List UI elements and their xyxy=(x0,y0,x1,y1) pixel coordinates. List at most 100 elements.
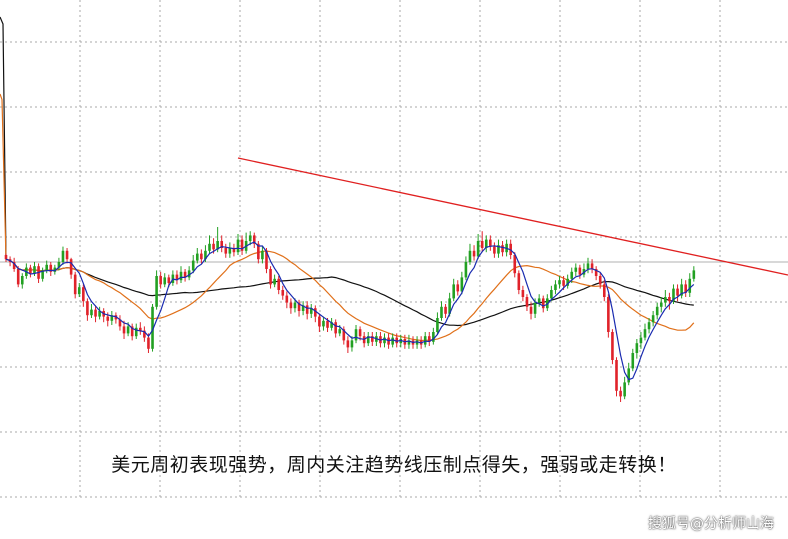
candle-body xyxy=(456,284,460,292)
candle-body xyxy=(594,269,598,276)
candle-body xyxy=(175,274,179,281)
candle-body xyxy=(602,284,606,297)
candle-body xyxy=(147,337,150,349)
candle-body xyxy=(647,322,651,330)
candle-body xyxy=(208,243,211,251)
candle-body xyxy=(179,271,183,281)
candle-body xyxy=(468,250,472,262)
candle-body xyxy=(45,264,48,271)
candle-body xyxy=(554,284,557,290)
candle-body xyxy=(220,241,224,248)
candle-body xyxy=(73,274,77,295)
moving-average-long xyxy=(0,16,694,327)
candle-body xyxy=(118,319,122,327)
candle-body xyxy=(86,301,89,316)
candle-body xyxy=(261,250,264,260)
candle-body xyxy=(322,320,325,327)
candle-body xyxy=(391,337,394,345)
candle-body xyxy=(305,305,309,314)
candle-body xyxy=(155,276,158,307)
ma-mid-line xyxy=(0,93,695,342)
candle-body xyxy=(668,297,671,302)
candle-body xyxy=(578,267,582,275)
candle-body xyxy=(183,271,187,278)
candle-body xyxy=(53,267,57,272)
candle-body xyxy=(440,306,443,318)
candle-body xyxy=(252,235,256,244)
candle-body xyxy=(110,315,114,321)
candle-body xyxy=(293,302,297,309)
ma-short-line xyxy=(5,241,695,381)
candle-body xyxy=(41,270,44,279)
candle-body xyxy=(265,250,268,269)
candle-body xyxy=(65,250,69,260)
chart-caption: 美元周初表现强势，周内关注趋势线压制点得失，强弱或走转换！ xyxy=(111,454,677,476)
candle-body xyxy=(126,326,130,334)
candle-body xyxy=(20,276,24,285)
candle-body xyxy=(61,250,65,262)
candle-body xyxy=(326,320,329,328)
candle-body xyxy=(257,243,260,260)
candle-body xyxy=(639,337,643,344)
candle-body xyxy=(143,330,146,338)
candle-body xyxy=(501,245,504,253)
candle-body xyxy=(281,290,285,296)
candle-body xyxy=(489,239,492,247)
candle-body xyxy=(521,290,525,297)
grid xyxy=(0,0,788,498)
candle-body xyxy=(566,278,569,286)
candle-body xyxy=(643,329,647,338)
candle-body xyxy=(309,308,313,314)
candle-body xyxy=(204,250,207,260)
candle-body xyxy=(493,246,496,254)
candle-body xyxy=(200,253,203,260)
candle-body xyxy=(619,390,622,397)
moving-average-short xyxy=(5,241,695,381)
candle-body xyxy=(139,327,142,331)
candle-body xyxy=(452,284,455,299)
candle-body xyxy=(550,290,553,299)
moving-average-mid xyxy=(0,93,695,342)
candle-body xyxy=(598,276,602,285)
candle-body xyxy=(562,280,565,286)
candle-body xyxy=(399,339,403,344)
candle-body xyxy=(354,329,358,341)
candle-body xyxy=(484,239,488,248)
candle-body xyxy=(627,368,631,383)
candle-body xyxy=(224,248,228,254)
candle-body xyxy=(334,322,337,334)
candle-body xyxy=(106,316,110,321)
candle-body xyxy=(122,326,126,334)
candle-body xyxy=(415,340,419,345)
candle-body xyxy=(383,337,386,344)
candle-body xyxy=(29,267,32,274)
candle-body xyxy=(533,302,537,314)
candle-body xyxy=(77,287,81,295)
candle-body xyxy=(448,298,451,314)
candle-body xyxy=(130,326,134,337)
candle-body xyxy=(676,288,679,296)
watermark: 搜狐号@分析师山海 xyxy=(648,516,774,532)
candle-body xyxy=(195,253,199,261)
candle-body xyxy=(342,329,346,341)
candles xyxy=(4,227,696,402)
candle-body xyxy=(318,316,321,327)
candle-body xyxy=(574,267,578,272)
candle-body xyxy=(692,270,696,279)
candle-body xyxy=(285,295,289,303)
candle-body xyxy=(480,241,484,248)
candle-body xyxy=(497,245,500,254)
resistance-trendline xyxy=(237,157,788,276)
candle-body xyxy=(248,235,252,241)
candle-body xyxy=(525,297,529,307)
candle-body xyxy=(163,277,167,285)
candle-body xyxy=(346,340,350,348)
candle-body xyxy=(371,336,374,342)
candle-body xyxy=(236,239,240,253)
candle-body xyxy=(517,273,521,290)
candle-body xyxy=(191,260,195,271)
candle-body xyxy=(590,263,594,269)
candle-body xyxy=(541,298,545,309)
candle-body xyxy=(33,266,36,274)
